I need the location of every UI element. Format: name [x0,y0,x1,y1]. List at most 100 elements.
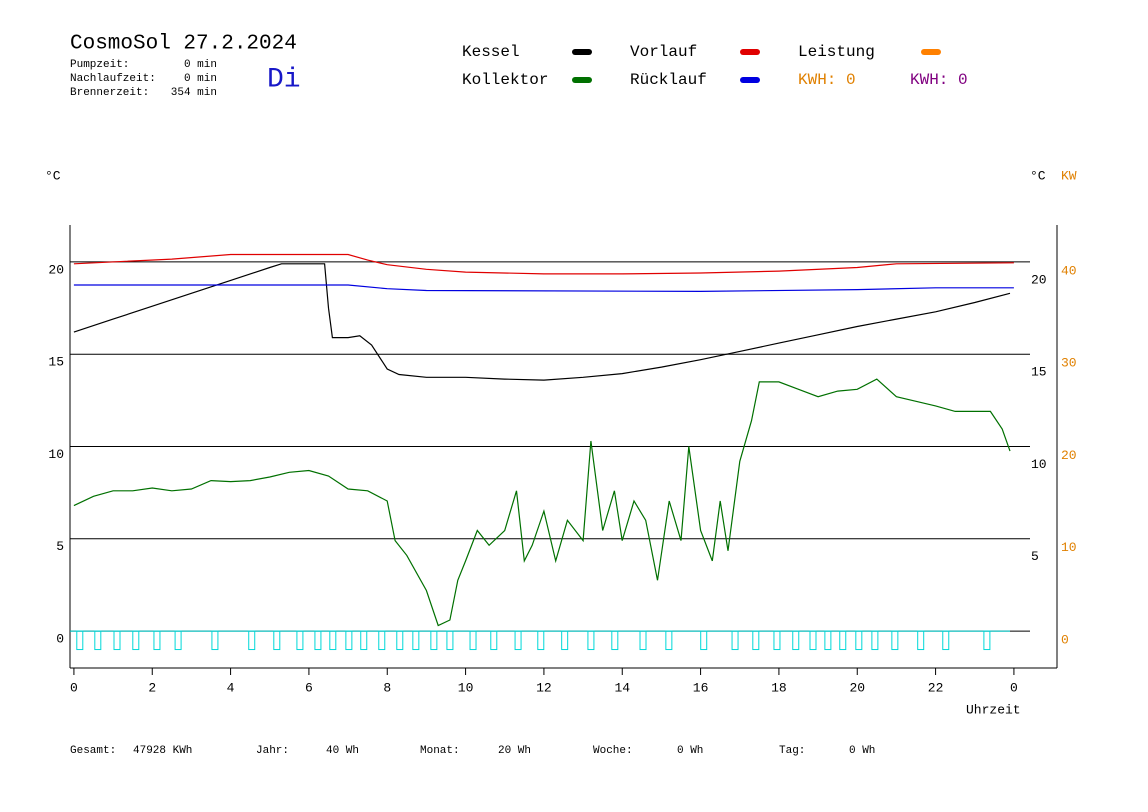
stat-label: Nachlaufzeit: [70,73,156,85]
y-right-tick-label: 15 [1031,365,1047,380]
pump-pulse [396,630,404,651]
footer-value: 20 Wh [498,745,531,757]
y2-tick-label: 0 [1061,633,1069,648]
stat-value: 0 min [184,73,217,85]
legend-label: Kollektor [462,71,548,89]
chart-title: CosmoSol 27.2.2024 [70,33,297,56]
pump-pulse [132,630,140,651]
legend-label: Rücklauf [630,71,707,89]
y2-tick-label: 40 [1061,263,1077,278]
x-tick-label: 4 [227,680,235,695]
x-tick-label: 0 [1010,680,1018,695]
y-tick-label: 20 [48,262,64,277]
footer-value: 0 Wh [849,745,875,757]
x-tick-label: 10 [458,680,474,695]
x-tick-label: 14 [614,680,630,695]
legend-swatch [921,49,941,55]
pump-pulse [248,630,256,651]
pump-pulse [809,630,817,651]
x-tick-label: 12 [536,680,552,695]
pump-pulse [329,630,337,651]
pump-pulse [917,630,925,651]
weekday: Di [267,64,301,95]
legend-swatch [572,49,592,55]
legend-label: Leistung [798,43,875,61]
series-line [73,263,1011,381]
pump-pulse [360,630,368,651]
series-line [73,284,1014,293]
kwh-label: KWH: 0 [910,71,968,89]
pump-pulse [891,630,899,651]
pump-pulse [871,630,879,651]
pump-pulse [490,630,498,651]
series-line [73,253,1014,275]
pump-pulse [537,630,545,651]
y2-tick-label: 30 [1061,356,1077,371]
x-tick-label: 8 [383,680,391,695]
stat-value: 354 min [171,87,217,99]
legend-swatch [572,77,592,83]
pump-pulse [469,630,477,651]
x-tick-label: 22 [928,680,944,695]
pump-pulse [211,630,219,651]
y-axis-label: °C [45,168,61,183]
pump-pulse [446,630,454,651]
y-tick-label: 10 [48,447,64,462]
pump-pulse [855,630,863,651]
footer-value: 40 Wh [326,745,359,757]
pump-pulse [752,630,760,651]
pump-pulse [561,630,569,651]
series-line [73,378,1011,627]
y2-tick-label: 10 [1061,540,1077,555]
legend-label: Kessel [462,43,520,61]
pump-pulse [378,630,386,651]
pump-pulse [296,630,304,651]
y-tick-label: 15 [48,355,64,370]
stat-value: 0 min [184,59,217,71]
pump-pulse [942,630,950,651]
y-right-axis-label: °C [1030,168,1046,183]
legend-label: Vorlauf [630,43,697,61]
pump-pulse [273,630,281,651]
legend-swatch [740,49,760,55]
x-tick-label: 18 [771,680,787,695]
pump-pulse [153,630,161,651]
footer-label: Woche: [593,745,633,757]
pump-pulse [824,630,832,651]
pump-pulse [514,630,522,651]
pump-pulse [773,630,781,651]
y-right-tick-label: 10 [1031,457,1047,472]
pump-pulse [430,630,438,651]
pump-pulse [665,630,673,651]
pump-pulse [983,630,991,651]
footer-value: 0 Wh [677,745,703,757]
pump-pulse [76,630,84,651]
y-right-tick-label: 20 [1031,272,1047,287]
legend-swatch [740,77,760,83]
pump-pulse [792,630,800,651]
x-tick-label: 2 [148,680,156,695]
pump-pulse [611,630,619,651]
footer-label: Gesamt: [70,745,116,757]
kwh-label: KWH: 0 [798,71,856,89]
pump-pulse [345,630,353,651]
y-right-tick-label: 5 [1031,549,1039,564]
pump-pulse [113,630,121,651]
footer-label: Tag: [779,745,805,757]
x-axis-label: Uhrzeit [966,702,1021,717]
y-tick-label: 0 [56,632,64,647]
pump-pulse [174,630,182,651]
footer-label: Jahr: [256,745,289,757]
pump-pulse [587,630,595,651]
x-tick-label: 20 [849,680,865,695]
pump-pulse [639,630,647,651]
y-tick-label: 5 [56,539,64,554]
x-tick-label: 0 [70,680,78,695]
stat-label: Pumpzeit: [70,59,129,71]
stat-label: Brennerzeit: [70,87,149,99]
pump-pulse [94,630,102,651]
pump-pulse [412,630,420,651]
x-tick-label: 6 [305,680,313,695]
pump-pulse [731,630,739,651]
x-tick-label: 16 [693,680,709,695]
